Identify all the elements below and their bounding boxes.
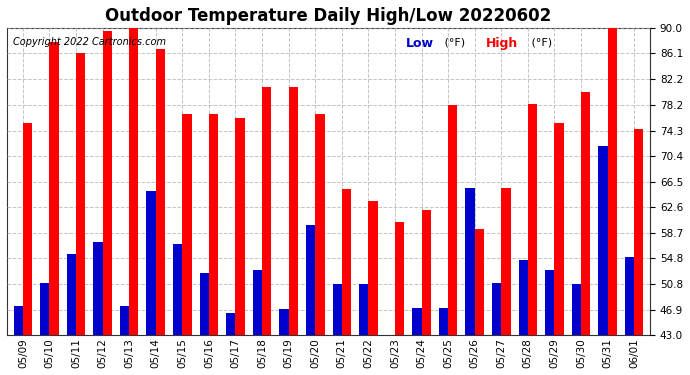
Bar [226, 312, 235, 335]
Bar [120, 306, 129, 335]
Bar [156, 49, 165, 335]
Bar [545, 270, 554, 335]
Bar [173, 244, 182, 335]
Bar [235, 118, 245, 335]
Bar [23, 123, 32, 335]
Bar [76, 53, 86, 335]
Bar [581, 92, 590, 335]
Bar [288, 87, 298, 335]
Bar [422, 210, 431, 335]
Bar [14, 306, 23, 335]
Bar [333, 284, 342, 335]
Bar [439, 308, 448, 335]
Bar [182, 114, 192, 335]
Text: High: High [486, 37, 518, 50]
Bar [359, 284, 368, 335]
Bar [146, 192, 156, 335]
Bar [50, 42, 59, 335]
Bar [67, 254, 76, 335]
Bar [253, 270, 262, 335]
Bar [625, 257, 634, 335]
Bar [598, 146, 608, 335]
Bar [608, 25, 617, 335]
Bar [554, 123, 564, 335]
Bar [209, 114, 218, 335]
Bar [518, 260, 528, 335]
Bar [279, 309, 288, 335]
Bar [342, 189, 351, 335]
Bar [448, 105, 457, 335]
Bar [572, 284, 581, 335]
Bar [40, 283, 50, 335]
Bar [501, 188, 511, 335]
Bar [465, 188, 475, 335]
Bar [475, 230, 484, 335]
Bar [315, 114, 324, 335]
Bar [199, 273, 209, 335]
Bar [634, 129, 644, 335]
Bar [492, 283, 501, 335]
Text: Low: Low [406, 37, 434, 50]
Bar [93, 243, 103, 335]
Text: Copyright 2022 Cartronics.com: Copyright 2022 Cartronics.com [13, 37, 166, 47]
Bar [103, 30, 112, 335]
Bar [528, 105, 537, 335]
Text: (°F): (°F) [528, 37, 552, 47]
Bar [262, 87, 271, 335]
Bar [368, 201, 377, 335]
Bar [386, 335, 395, 337]
Title: Outdoor Temperature Daily High/Low 20220602: Outdoor Temperature Daily High/Low 20220… [106, 7, 551, 25]
Text: (°F): (°F) [441, 37, 465, 47]
Bar [306, 225, 315, 335]
Bar [129, 21, 139, 335]
Bar [412, 308, 422, 335]
Bar [395, 222, 404, 335]
